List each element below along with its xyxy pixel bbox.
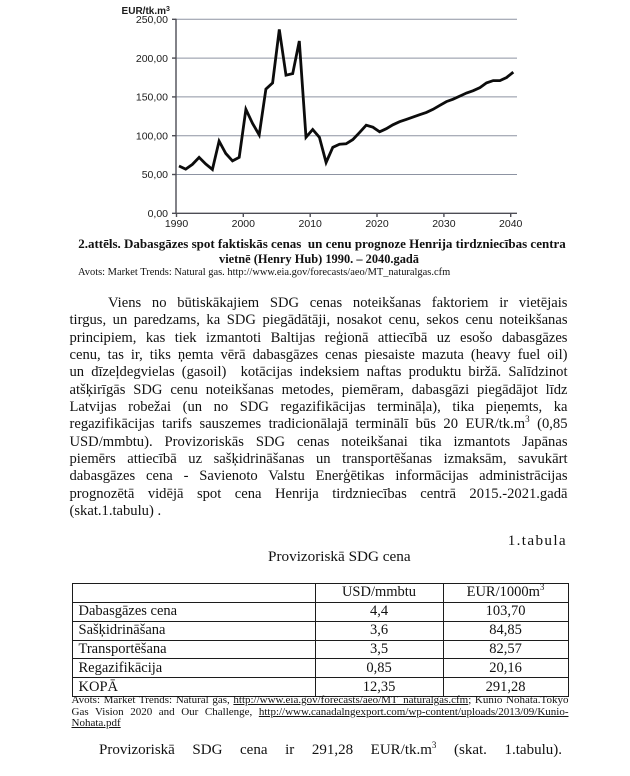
svg-text:3: 3 xyxy=(166,6,170,13)
svg-text:100,00: 100,00 xyxy=(136,130,168,142)
svg-text:2020: 2020 xyxy=(365,218,389,230)
svg-text:2040: 2040 xyxy=(499,218,523,230)
svg-text:150,00: 150,00 xyxy=(136,92,168,104)
svg-text:2000: 2000 xyxy=(232,218,256,230)
svg-text:EUR/tk.m: EUR/tk.m xyxy=(122,6,167,17)
svg-text:1990: 1990 xyxy=(165,218,189,230)
svg-text:50,00: 50,00 xyxy=(142,169,168,181)
svg-text:0,00: 0,00 xyxy=(148,208,169,220)
svg-text:250,00: 250,00 xyxy=(136,14,168,26)
svg-text:200,00: 200,00 xyxy=(136,53,168,65)
svg-text:2010: 2010 xyxy=(299,218,323,230)
svg-text:2030: 2030 xyxy=(432,218,456,230)
